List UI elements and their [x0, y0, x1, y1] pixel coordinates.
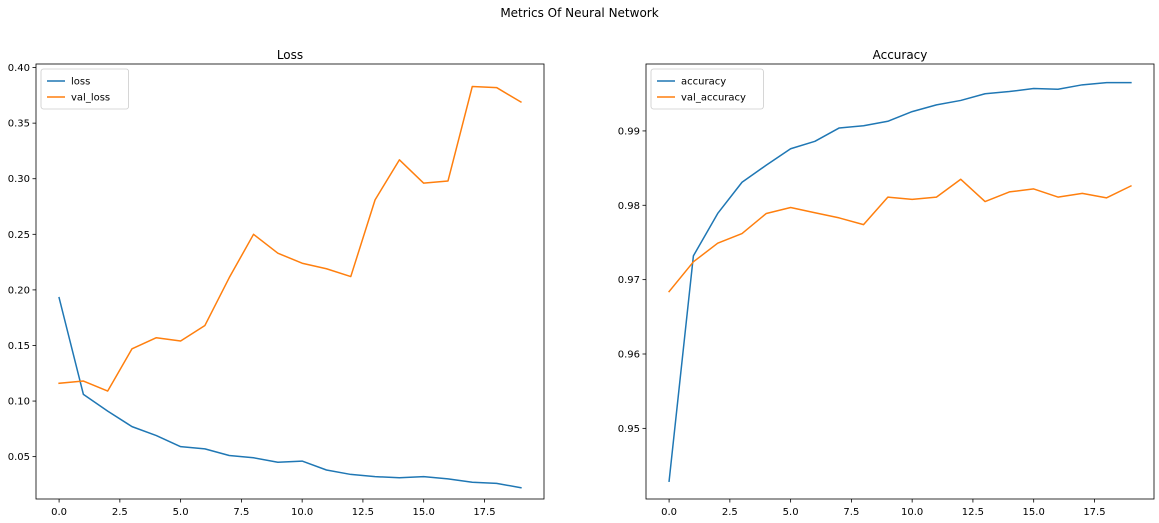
y-tick-label: 0.99 [618, 126, 640, 137]
x-tick-label: 12.5 [352, 507, 374, 518]
legend-label-loss: loss [71, 77, 90, 88]
y-tick-label: 0.25 [8, 230, 30, 241]
x-tick-label: 12.5 [962, 507, 984, 518]
x-tick-label: 10.0 [901, 507, 923, 518]
x-tick-label: 0.0 [661, 507, 677, 518]
x-tick-label: 5.0 [783, 507, 799, 518]
x-tick-label: 5.0 [173, 507, 189, 518]
y-tick-label: 0.30 [8, 174, 30, 185]
x-tick-label: 15.0 [1023, 507, 1045, 518]
y-tick-label: 0.98 [618, 201, 640, 212]
x-tick-label: 2.5 [112, 507, 128, 518]
x-tick-label: 17.5 [1083, 507, 1105, 518]
y-tick-label: 0.95 [618, 424, 640, 435]
figure-suptitle: Metrics Of Neural Network [500, 6, 659, 20]
x-tick-label: 0.0 [51, 507, 67, 518]
y-tick-label: 0.96 [618, 350, 640, 361]
axes-frame [645, 63, 1155, 500]
legend-box [650, 68, 764, 110]
legend: loss val_loss [40, 68, 129, 110]
legend-label-val-accuracy: val_accuracy [681, 93, 746, 104]
x-tick-label: 17.5 [473, 507, 495, 518]
y-tick-label: 0.97 [618, 275, 640, 286]
series-line-val-loss [58, 85, 522, 392]
x-tick-label: 7.5 [233, 507, 249, 518]
loss-chart: Loss 0.0 2.5 5.0 7.5 10.0 12.5 15.0 17.5 0.05 0.10… [8, 48, 545, 518]
x-tick-label: 10.0 [291, 507, 313, 518]
series-line-accuracy [668, 81, 1132, 482]
legend-label-val-loss: val_loss [71, 93, 110, 104]
legend: accuracy val_accuracy [650, 68, 764, 110]
series-line-val-accuracy [668, 178, 1132, 293]
y-tick-label: 0.40 [8, 63, 30, 74]
y-tick-label: 0.20 [8, 285, 30, 296]
series-line-loss [58, 296, 522, 489]
axes-frame [35, 63, 545, 500]
chart-title: Loss [277, 48, 303, 62]
x-tick-label: 7.5 [843, 507, 859, 518]
y-tick-label: 0.05 [8, 452, 30, 463]
x-tick-label: 15.0 [413, 507, 435, 518]
y-tick-label: 0.35 [8, 119, 30, 130]
chart-title: Accuracy [873, 48, 928, 62]
accuracy-chart: Accuracy 0.0 2.5 5.0 7.5 10.0 12.5 15.0 17.5 0.95… [618, 48, 1155, 518]
x-tick-label: 2.5 [722, 507, 738, 518]
legend-box [40, 68, 129, 110]
y-tick-label: 0.10 [8, 397, 30, 408]
y-tick-label: 0.15 [8, 341, 30, 352]
legend-label-accuracy: accuracy [681, 77, 726, 88]
